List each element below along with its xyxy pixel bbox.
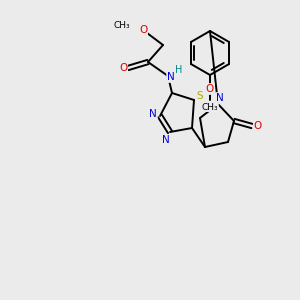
Text: N: N [162, 135, 170, 145]
Text: N: N [167, 72, 175, 82]
Text: O: O [119, 63, 127, 73]
Text: CH₃: CH₃ [202, 103, 218, 112]
Text: CH₃: CH₃ [113, 20, 130, 29]
Text: S: S [197, 91, 203, 101]
Text: O: O [139, 25, 147, 35]
Text: N: N [216, 93, 224, 103]
Text: N: N [149, 109, 157, 119]
Text: O: O [254, 121, 262, 131]
Text: H: H [175, 65, 183, 75]
Text: O: O [206, 84, 214, 94]
